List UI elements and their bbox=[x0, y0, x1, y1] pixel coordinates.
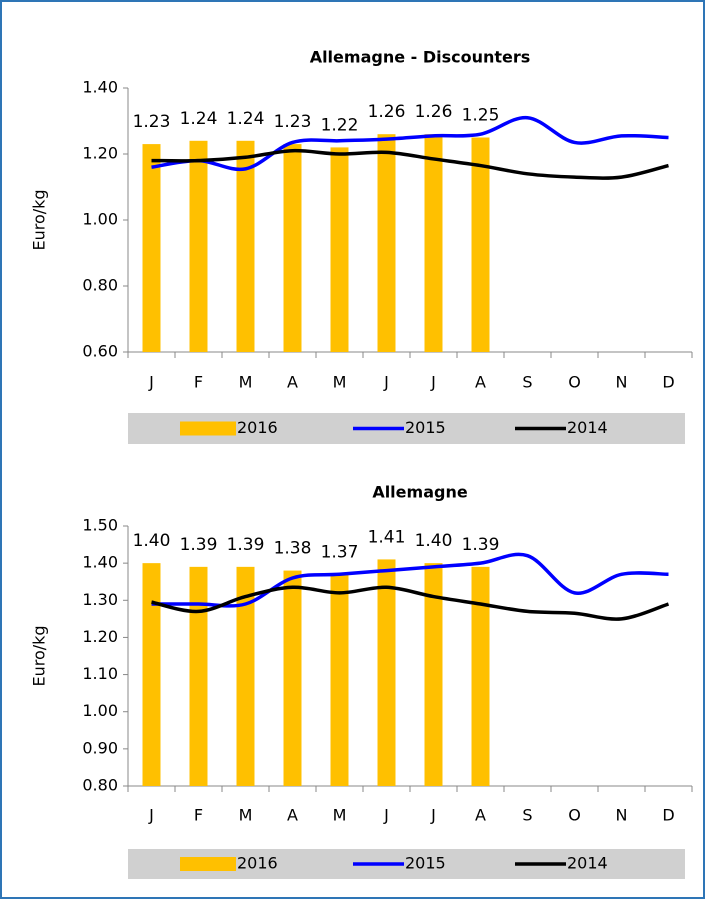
bar bbox=[283, 570, 302, 786]
bar bbox=[471, 137, 490, 352]
data-label: 1.25 bbox=[462, 106, 500, 126]
chart-title: Allemagne - Discounters bbox=[310, 48, 531, 67]
x-tick-label: M bbox=[239, 373, 253, 392]
y-tick-label: 0.60 bbox=[82, 342, 118, 361]
x-tick-label: M bbox=[239, 806, 253, 825]
legend-label: 2014 bbox=[567, 854, 608, 873]
x-tick-label: J bbox=[148, 373, 154, 392]
data-label: 1.23 bbox=[274, 112, 312, 132]
bar bbox=[377, 559, 396, 786]
y-tick-label: 1.40 bbox=[82, 78, 118, 97]
bar bbox=[189, 140, 208, 352]
x-tick-label: J bbox=[383, 806, 389, 825]
bar bbox=[283, 144, 302, 352]
data-label: 1.23 bbox=[133, 112, 171, 132]
y-axis-label: Euro/kg bbox=[30, 625, 49, 686]
x-tick-label: N bbox=[616, 373, 628, 392]
x-tick-label: O bbox=[568, 806, 581, 825]
x-tick-label: S bbox=[522, 373, 532, 392]
bar bbox=[236, 566, 255, 786]
x-tick-label: F bbox=[194, 373, 203, 392]
bar bbox=[142, 144, 161, 352]
legend-label: 2014 bbox=[567, 418, 608, 437]
x-tick-label: A bbox=[475, 373, 486, 392]
x-tick-label: S bbox=[522, 806, 532, 825]
chart-title: Allemagne bbox=[372, 483, 468, 502]
line-series bbox=[151, 148, 669, 180]
y-tick-label: 1.10 bbox=[82, 664, 118, 683]
y-tick-label: 1.20 bbox=[82, 144, 118, 163]
bar bbox=[424, 134, 443, 352]
legend-swatch bbox=[180, 857, 236, 871]
line-series bbox=[151, 585, 670, 621]
bar bbox=[330, 574, 349, 786]
y-tick-label: 0.80 bbox=[82, 776, 118, 795]
y-tick-label: 1.40 bbox=[82, 553, 118, 572]
x-tick-label: F bbox=[194, 806, 203, 825]
y-tick-label: 0.90 bbox=[82, 738, 118, 757]
y-tick-label: 1.20 bbox=[82, 627, 118, 646]
x-tick-label: D bbox=[662, 373, 674, 392]
x-tick-label: J bbox=[148, 806, 154, 825]
legend-label: 2015 bbox=[405, 854, 446, 873]
legend-label: 2015 bbox=[405, 418, 446, 437]
bar bbox=[424, 563, 443, 786]
x-tick-label: J bbox=[383, 373, 389, 392]
x-tick-label: J bbox=[430, 373, 436, 392]
data-label: 1.40 bbox=[133, 531, 171, 551]
bar bbox=[330, 147, 349, 352]
y-tick-label: 1.50 bbox=[82, 516, 118, 535]
x-tick-label: J bbox=[430, 806, 436, 825]
bar bbox=[377, 134, 396, 352]
legend-swatch bbox=[180, 421, 236, 436]
x-tick-label: M bbox=[333, 806, 347, 825]
data-label: 1.39 bbox=[462, 535, 500, 555]
legend-label: 2016 bbox=[237, 418, 278, 437]
y-tick-label: 1.00 bbox=[82, 210, 118, 229]
data-label: 1.22 bbox=[321, 115, 359, 135]
x-tick-label: A bbox=[287, 373, 298, 392]
y-tick-label: 1.00 bbox=[82, 701, 118, 720]
line-series bbox=[151, 552, 669, 608]
data-label: 1.39 bbox=[227, 535, 265, 555]
bar bbox=[142, 563, 161, 786]
bar bbox=[189, 566, 208, 786]
bar bbox=[471, 566, 490, 786]
data-label: 1.26 bbox=[415, 102, 453, 122]
data-label: 1.39 bbox=[180, 535, 218, 555]
x-tick-label: A bbox=[287, 806, 298, 825]
data-label: 1.26 bbox=[368, 102, 406, 122]
x-tick-label: A bbox=[475, 806, 486, 825]
data-label: 1.24 bbox=[180, 109, 218, 129]
x-tick-label: M bbox=[333, 373, 347, 392]
y-tick-label: 1.30 bbox=[82, 590, 118, 609]
y-axis-label: Euro/kg bbox=[30, 189, 49, 250]
data-label: 1.40 bbox=[415, 531, 453, 551]
data-label: 1.41 bbox=[368, 527, 406, 547]
x-tick-label: O bbox=[568, 373, 581, 392]
bar bbox=[236, 140, 255, 352]
data-label: 1.38 bbox=[274, 539, 312, 559]
legend-label: 2016 bbox=[237, 854, 278, 873]
x-tick-label: D bbox=[662, 806, 674, 825]
data-label: 1.24 bbox=[227, 109, 265, 129]
x-tick-label: N bbox=[616, 806, 628, 825]
line-series bbox=[151, 115, 669, 172]
y-tick-label: 0.80 bbox=[82, 276, 118, 295]
data-label: 1.37 bbox=[321, 542, 359, 562]
